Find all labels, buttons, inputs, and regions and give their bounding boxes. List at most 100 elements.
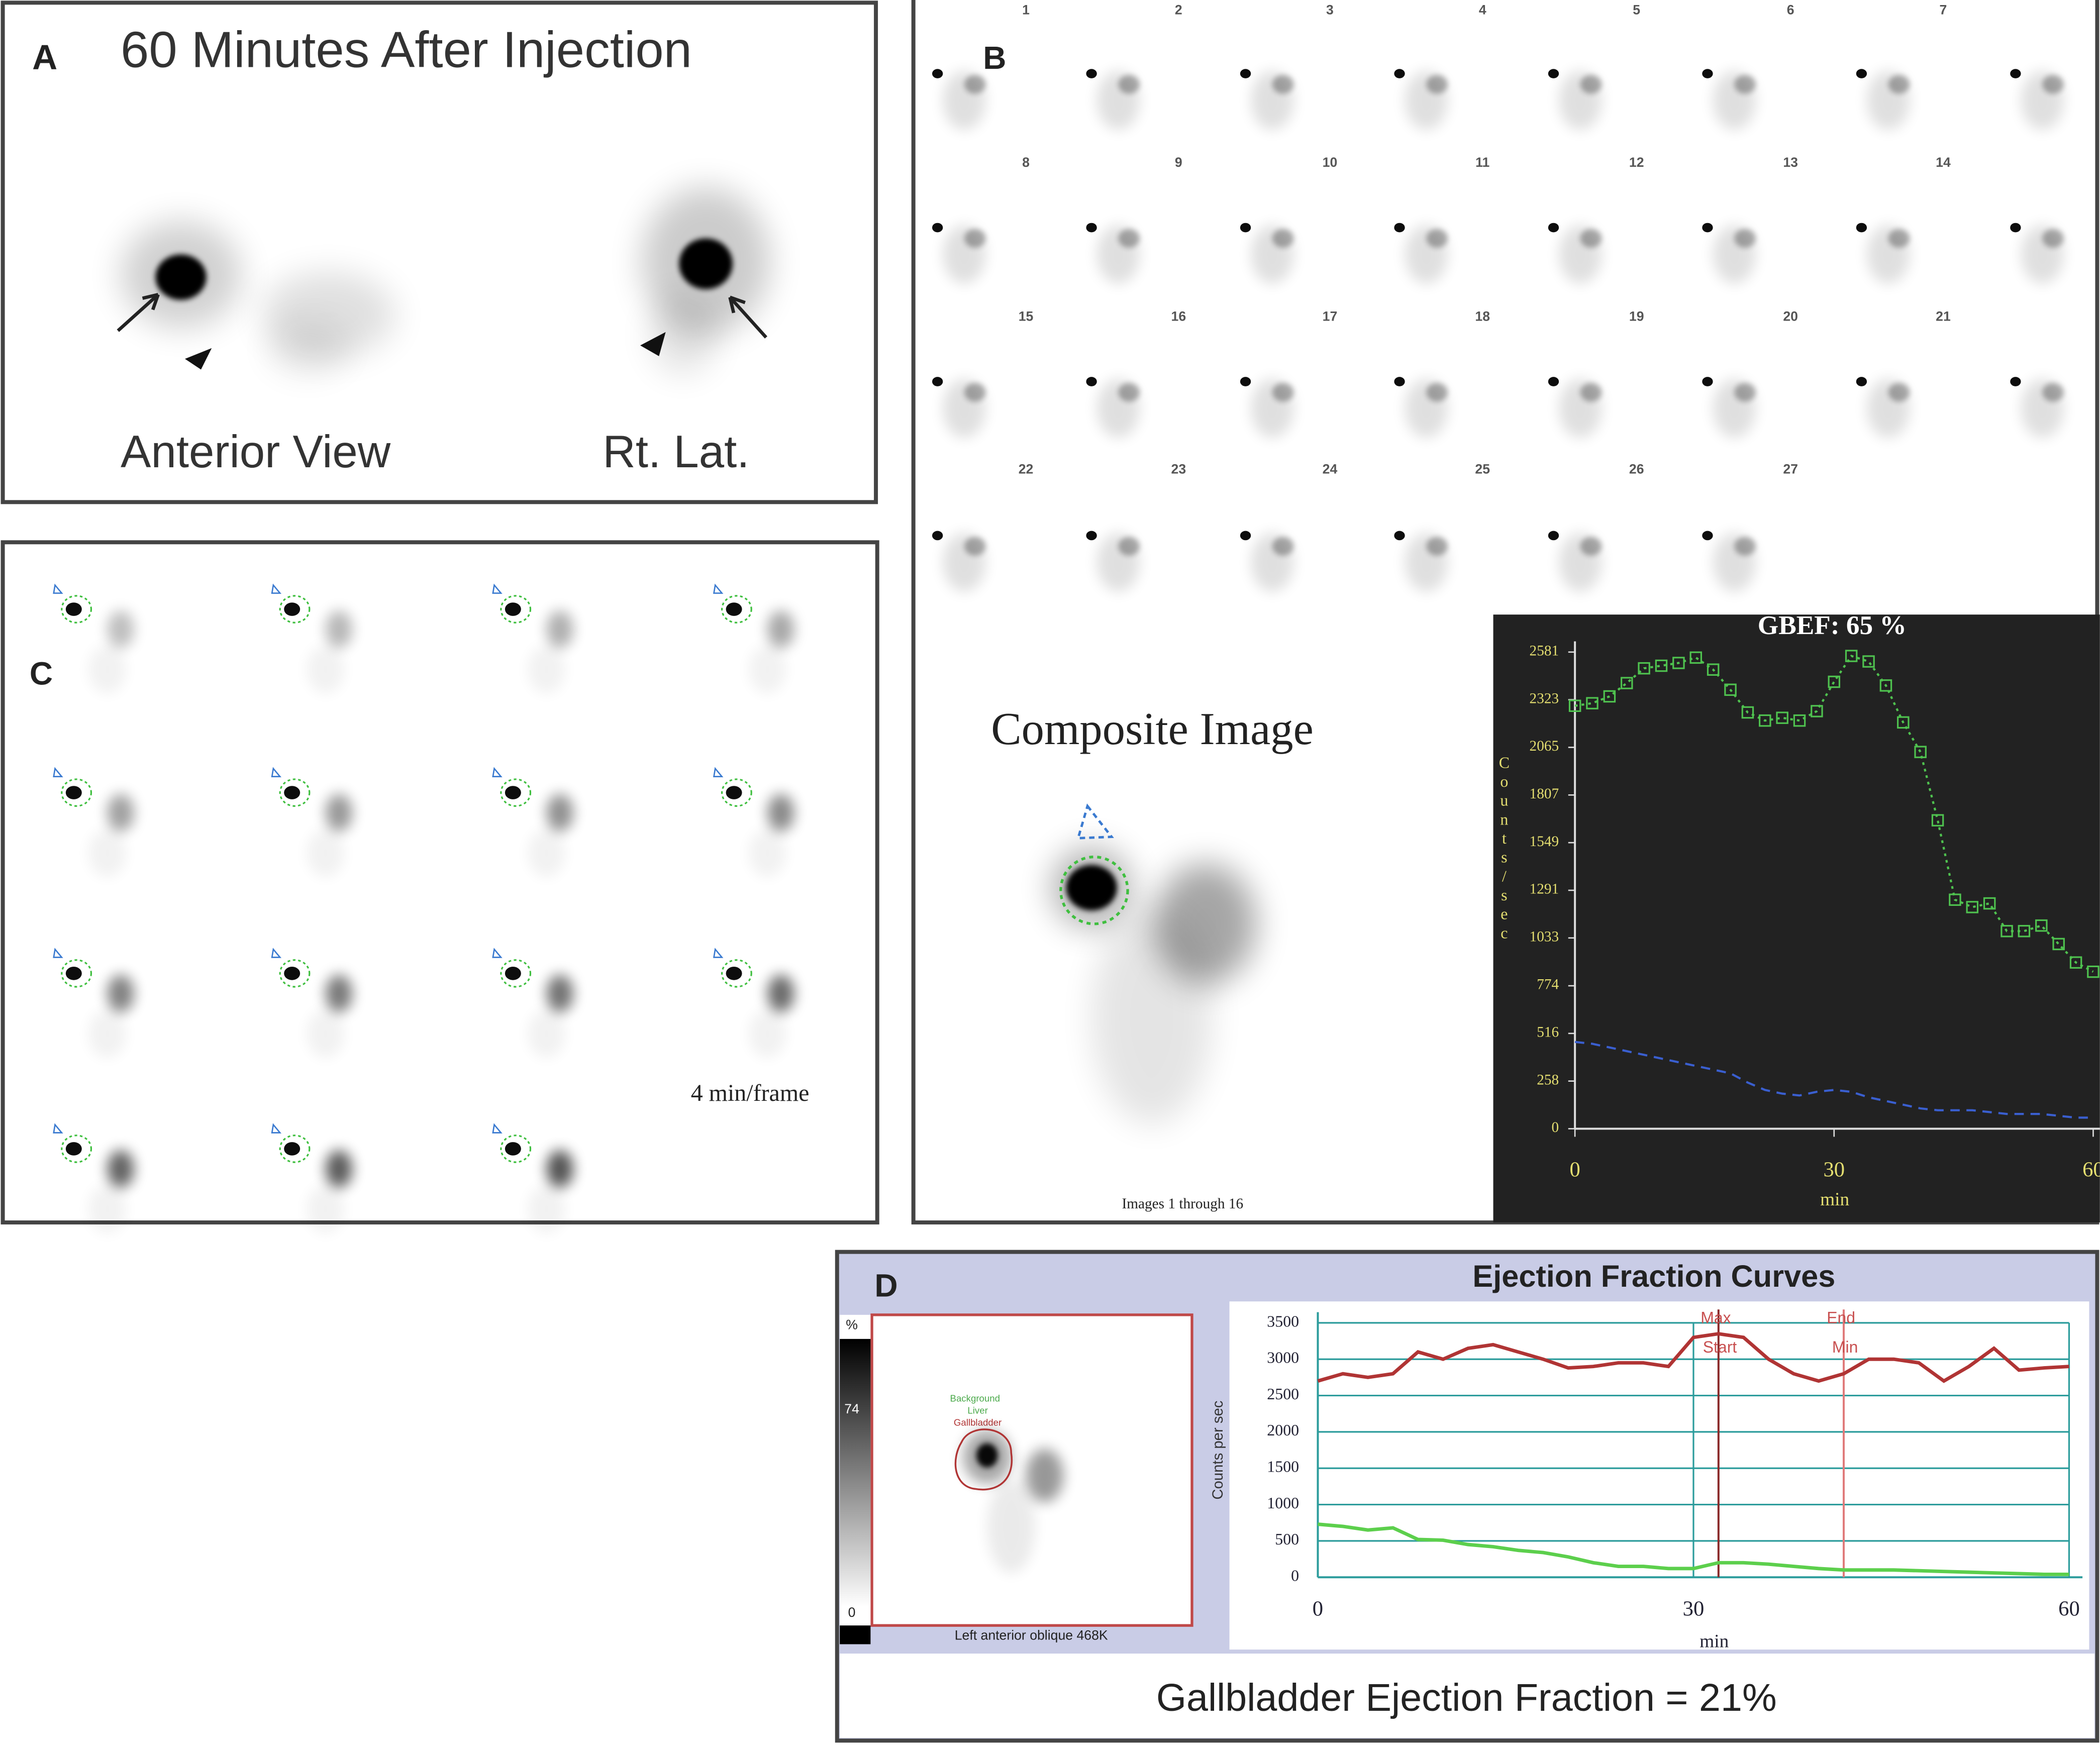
uptake	[1086, 531, 1097, 541]
frame-number: 6	[1787, 2, 1794, 17]
frame-number: 12	[1629, 155, 1644, 170]
uptake	[1272, 75, 1294, 94]
uptake	[1086, 223, 1097, 233]
frame-number: 22	[1019, 461, 1034, 476]
data-point	[1689, 651, 1703, 664]
uptake	[1240, 377, 1251, 386]
uptake	[528, 829, 565, 877]
uptake	[284, 967, 301, 980]
uptake	[1394, 531, 1405, 541]
uptake	[976, 1443, 998, 1468]
chart: min Counts/sec 0 258 516 774 1033 1291 1549 1807 2…	[1495, 641, 2100, 1210]
view-label: Anterior View	[121, 427, 391, 477]
uptake	[155, 254, 207, 300]
uptake	[65, 967, 82, 980]
uptake	[964, 537, 986, 556]
frame-number: 2	[1175, 2, 1182, 17]
result: Gallbladder Ejection Fraction = 21%	[1156, 1676, 1777, 1719]
panel-title: 60 Minutes After Injection	[121, 21, 692, 78]
series-line	[1574, 1041, 2093, 1119]
roi	[279, 595, 311, 624]
plot-background	[1229, 1301, 2089, 1650]
roi	[721, 778, 752, 807]
roi	[492, 948, 503, 958]
y-tick-label: 1500	[1267, 1458, 1299, 1476]
uptake	[1888, 383, 1910, 402]
data-point	[2069, 956, 2082, 969]
roi	[279, 959, 311, 988]
uptake	[1734, 537, 1756, 556]
uptake	[726, 786, 742, 799]
y-tick-label: 500	[1275, 1530, 1299, 1548]
uptake	[284, 1142, 301, 1156]
uptake	[1856, 223, 1867, 233]
uptake	[1548, 69, 1559, 78]
uptake	[505, 786, 521, 799]
x-axis-label: min	[1820, 1189, 1849, 1210]
uptake	[546, 975, 573, 1012]
frame-number: 18	[1475, 309, 1490, 324]
frame-number: 5	[1633, 2, 1640, 17]
chart-title: GBEF: 65 %	[1758, 610, 1907, 640]
uptake	[307, 1185, 345, 1233]
roi	[61, 778, 92, 807]
uptake	[325, 610, 353, 648]
uptake	[2010, 69, 2021, 78]
uptake	[546, 1150, 573, 1188]
data-point	[1776, 711, 1788, 724]
data-point	[1568, 699, 1581, 712]
data-point	[2052, 938, 2065, 951]
roi	[279, 778, 311, 807]
uptake	[1394, 69, 1405, 78]
roi	[500, 778, 532, 807]
uptake	[1856, 69, 1867, 78]
data-point	[1914, 746, 1927, 758]
uptake	[1702, 377, 1713, 386]
y-tick-label: 3500	[1267, 1312, 1299, 1330]
frame-number: 16	[1171, 309, 1186, 324]
data-point	[1966, 901, 1979, 913]
uptake	[1702, 531, 1713, 541]
data-point	[2035, 919, 2048, 932]
data-point	[1741, 706, 1754, 719]
uptake	[325, 794, 353, 832]
uptake	[325, 975, 353, 1012]
roi	[500, 595, 532, 624]
uptake	[1091, 910, 1212, 1125]
arrowhead	[184, 348, 212, 370]
uptake	[1580, 537, 1602, 556]
y-axis-label: Counts/sec	[1495, 754, 1513, 943]
uptake	[932, 377, 943, 386]
uptake	[546, 610, 573, 648]
uptake	[932, 69, 943, 78]
uptake	[932, 531, 943, 541]
uptake	[987, 1479, 1036, 1574]
y-tick-label: 0	[1291, 1567, 1299, 1585]
uptake	[1888, 229, 1910, 248]
view-label: Left anterior oblique 468K	[955, 1628, 1108, 1643]
x-tick-label: 0	[1313, 1597, 1323, 1621]
data-point	[1724, 683, 1737, 696]
uptake	[1580, 75, 1602, 94]
uptake	[2010, 223, 2021, 233]
y-tick-label: 516	[1537, 1024, 1559, 1041]
panel-label: C	[30, 656, 53, 692]
uptake	[528, 645, 565, 694]
frame-number: 24	[1323, 461, 1338, 476]
y-tick-label: 2000	[1267, 1421, 1299, 1439]
frame-number: 15	[1019, 309, 1034, 324]
composite-caption: Images 1 through 16	[1122, 1196, 1243, 1212]
uptake	[307, 1009, 345, 1058]
roi-label: Gallbladder	[954, 1417, 1002, 1428]
uptake	[88, 829, 126, 877]
uptake	[88, 1185, 126, 1233]
uptake	[284, 602, 301, 616]
arrowhead	[640, 332, 666, 356]
data-point	[1811, 705, 1823, 717]
y-axis-label: Counts per sec	[1210, 1401, 1226, 1500]
frame-number: 11	[1475, 155, 1489, 170]
uptake	[767, 610, 794, 648]
data-point	[1672, 657, 1685, 669]
arrow	[729, 296, 768, 339]
